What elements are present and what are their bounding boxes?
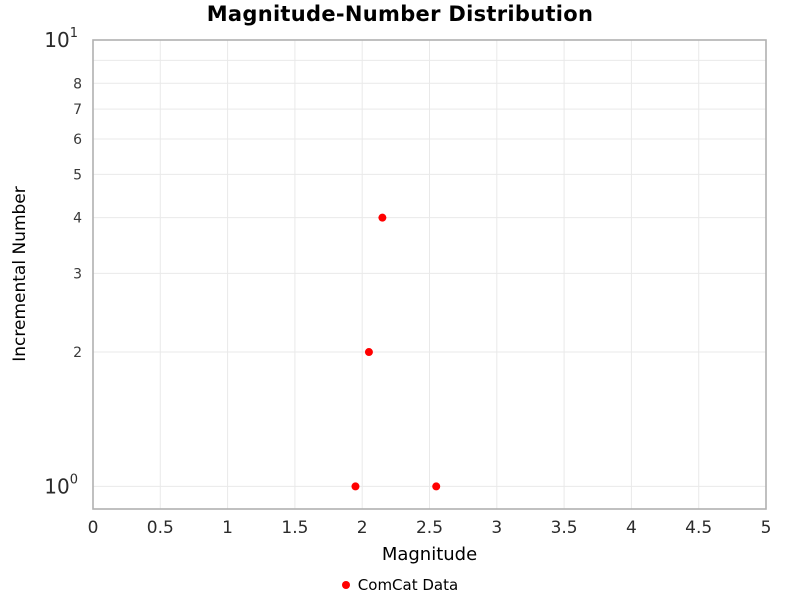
y-minor-tick-label: 8 [73, 76, 82, 92]
y-minor-tick-label: 4 [73, 211, 82, 227]
legend-series-label: ComCat Data [357, 576, 459, 594]
data-point [364, 348, 373, 357]
data-point [432, 482, 441, 491]
legend: ComCat Data [0, 576, 800, 594]
y-minor-tick-label: 6 [73, 132, 82, 148]
y-major-tick-label: 101 [44, 26, 78, 52]
data-point [351, 482, 360, 491]
x-tick-label: 0.5 [147, 518, 174, 538]
x-tick-label: 4.5 [685, 518, 712, 538]
y-major-tick-label: 100 [44, 472, 78, 498]
y-axis-label: Incremental Number [10, 186, 30, 362]
chart-title: Magnitude-Number Distribution [206, 2, 594, 26]
x-tick-label: 2 [357, 518, 368, 538]
y-major-tick-exponent: 1 [70, 26, 78, 41]
data-point [378, 213, 387, 222]
x-tick-label: 1.5 [281, 518, 308, 538]
x-tick-label: 0 [88, 518, 99, 538]
x-tick-label: 5 [761, 518, 772, 538]
x-tick-label: 1 [222, 518, 233, 538]
y-major-tick-exponent: 0 [70, 472, 78, 487]
y-minor-tick-label: 3 [73, 266, 82, 282]
x-axis-label: Magnitude [381, 544, 478, 565]
legend-marker-icon [341, 581, 350, 589]
x-tick-label: 3 [491, 518, 502, 538]
x-tick-label: 3.5 [551, 518, 578, 538]
y-minor-tick-label: 7 [73, 102, 82, 118]
y-minor-tick-label: 2 [73, 345, 82, 361]
x-tick-label: 2.5 [416, 518, 443, 538]
y-minor-tick-label: 5 [73, 167, 82, 183]
plot-border [92, 39, 767, 510]
x-tick-label: 4 [626, 518, 637, 538]
